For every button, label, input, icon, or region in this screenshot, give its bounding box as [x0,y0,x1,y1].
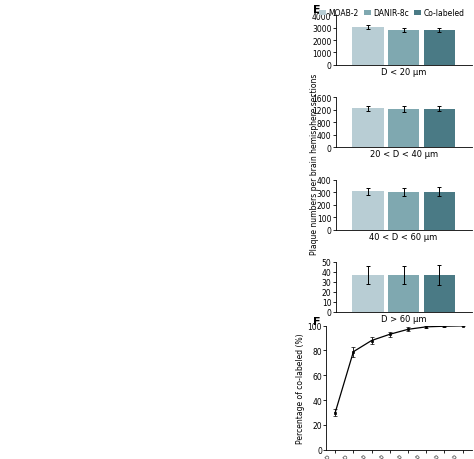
Bar [424,31,455,66]
X-axis label: 20 < D < 40 μm: 20 < D < 40 μm [370,150,438,159]
X-axis label: D < 20 μm: D < 20 μm [381,68,426,77]
Bar [424,275,455,312]
Bar [388,192,419,230]
Bar [424,192,455,230]
Bar [352,28,383,66]
Bar [352,192,383,230]
X-axis label: 40 < D < 60 μm: 40 < D < 60 μm [370,232,438,241]
Text: F: F [313,317,320,327]
Text: Plaque numbers per brain hemisphere sections: Plaque numbers per brain hemisphere sect… [310,73,319,255]
X-axis label: D > 60 μm: D > 60 μm [381,314,426,323]
Legend: MOAB-2, DANIR-8c, Co-labeled: MOAB-2, DANIR-8c, Co-labeled [316,6,468,21]
Text: E: E [313,5,320,15]
Bar [388,275,419,312]
Bar [388,110,419,148]
Bar [352,275,383,312]
Y-axis label: Percentage of co-labeled (%): Percentage of co-labeled (%) [296,333,305,443]
Bar [388,31,419,66]
Bar [424,109,455,148]
Bar [352,109,383,148]
